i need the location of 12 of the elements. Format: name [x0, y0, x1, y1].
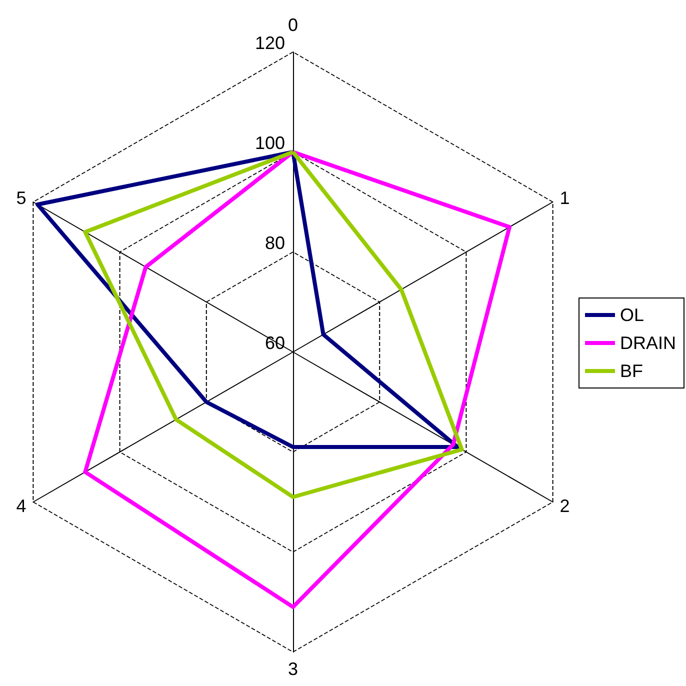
- spoke-label: 4: [16, 496, 26, 516]
- spoke-label: 0: [288, 15, 298, 36]
- legend-label: OL: [620, 305, 644, 325]
- legend-label: DRAIN: [620, 333, 676, 353]
- spoke-label: 5: [16, 188, 26, 208]
- spoke-label: 3: [288, 659, 298, 679]
- spoke-label: 2: [560, 496, 570, 516]
- legend-label: BF: [620, 361, 644, 381]
- y-tick-label: 120: [254, 33, 285, 53]
- spoke-label: 1: [560, 188, 570, 208]
- y-tick-label: 100: [254, 133, 285, 153]
- y-tick-label: 80: [264, 233, 285, 253]
